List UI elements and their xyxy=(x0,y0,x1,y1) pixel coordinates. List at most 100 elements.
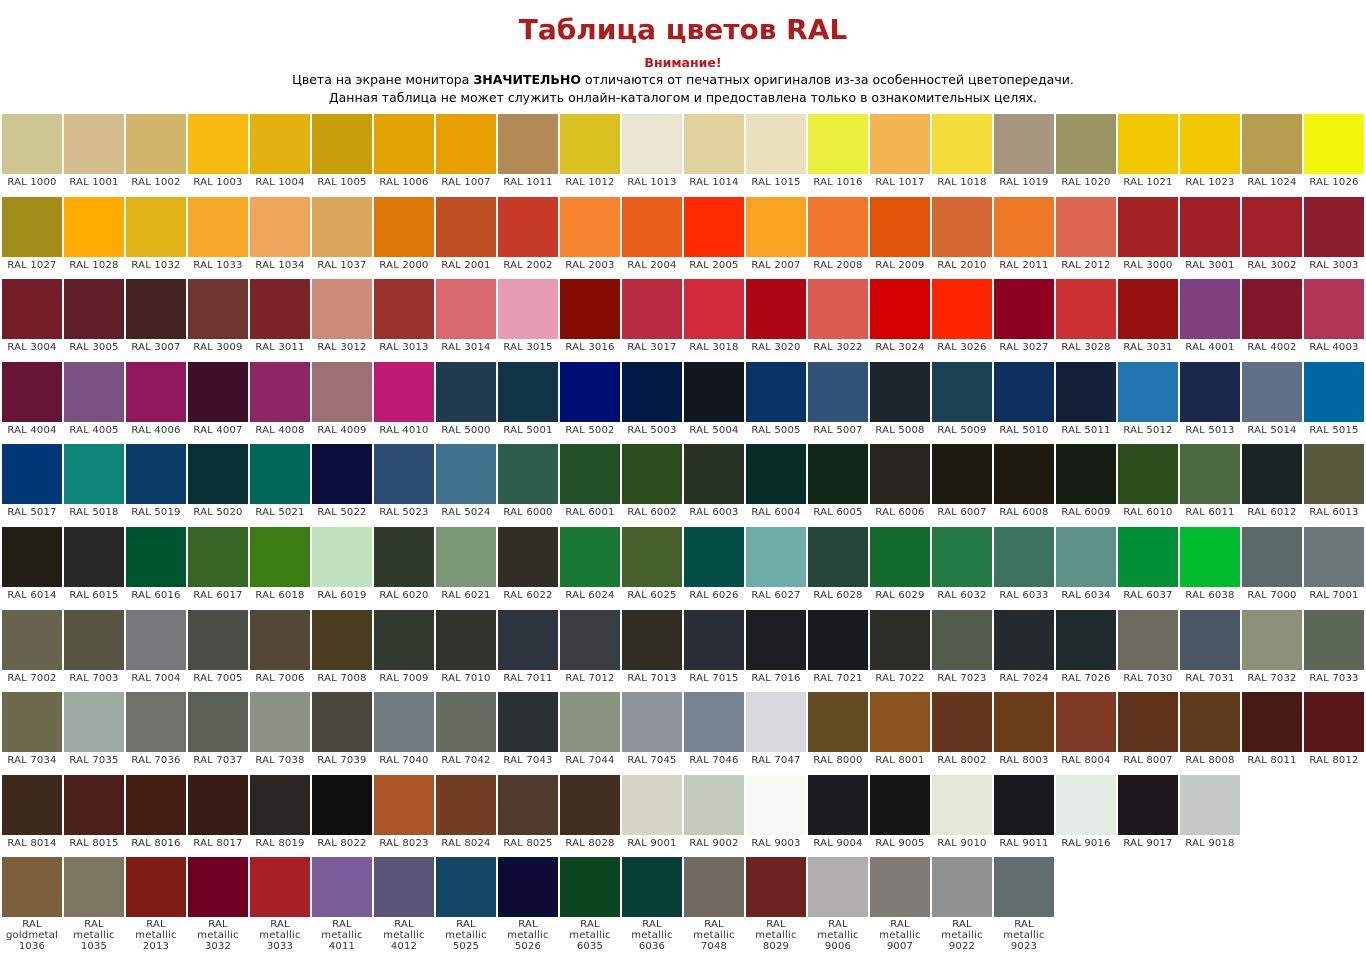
color-swatch xyxy=(932,609,992,670)
color-swatch xyxy=(1118,196,1178,257)
color-code-label: RAL 6003 xyxy=(689,507,739,519)
color-code-label: RAL 7002 xyxy=(7,672,57,684)
color-code-label: RAL 7005 xyxy=(193,672,243,684)
color-swatch xyxy=(2,361,62,422)
color-swatch-item: RAL 2009 xyxy=(870,196,930,280)
color-swatch-item: RAL 2005 xyxy=(684,196,744,280)
color-swatch-item: RAL 5019 xyxy=(126,444,186,527)
color-swatch xyxy=(312,857,372,918)
color-swatch-item: RAL 7034 xyxy=(2,692,62,775)
color-swatch-item: RAL metallic 3032 xyxy=(188,857,248,952)
color-code-label: RAL goldmetal 1036 xyxy=(5,919,59,953)
color-swatch-item: RAL 3015 xyxy=(498,279,558,362)
color-code-label: RAL 4002 xyxy=(1247,342,1297,354)
color-code-label: RAL metallic 9022 xyxy=(941,919,983,953)
color-swatch xyxy=(436,114,496,174)
color-swatch xyxy=(622,526,682,587)
color-code-label: RAL 6007 xyxy=(937,507,987,519)
color-swatch xyxy=(622,692,682,753)
color-swatch xyxy=(374,114,434,174)
color-swatch-item: RAL 9004 xyxy=(808,774,868,858)
color-swatch xyxy=(1304,609,1364,670)
color-swatch-item: RAL 4009 xyxy=(312,361,372,445)
color-swatch-item: RAL 8015 xyxy=(64,774,124,858)
color-swatch-item: RAL 1027 xyxy=(2,196,62,280)
color-code-label: RAL 2012 xyxy=(1061,259,1111,271)
color-swatch xyxy=(932,279,992,340)
color-swatch xyxy=(126,114,186,174)
color-swatch xyxy=(188,609,248,670)
color-swatch xyxy=(498,526,558,587)
color-code-label: RAL 8011 xyxy=(1247,755,1297,767)
color-swatch-item: RAL 1000 xyxy=(2,114,62,197)
color-swatch-item: RAL 5023 xyxy=(374,444,434,527)
color-code-label: RAL 1023 xyxy=(1185,177,1235,188)
color-code-label: RAL 1026 xyxy=(1309,177,1359,188)
color-swatch xyxy=(1304,526,1364,587)
color-code-label: RAL 7008 xyxy=(317,672,367,684)
color-swatch-item: RAL 6020 xyxy=(374,526,434,610)
color-code-label: RAL 6027 xyxy=(751,589,801,601)
color-swatch xyxy=(870,857,930,918)
color-code-label: RAL metallic 9023 xyxy=(1003,919,1045,953)
color-swatch xyxy=(808,444,868,505)
color-code-label: RAL 7034 xyxy=(7,755,57,767)
color-swatch xyxy=(498,692,558,753)
color-code-label: RAL 3022 xyxy=(813,342,863,354)
color-swatch xyxy=(994,361,1054,422)
color-code-label: RAL metallic 8029 xyxy=(755,919,797,953)
color-swatch xyxy=(560,692,620,753)
color-swatch-item: RAL 6009 xyxy=(1056,444,1116,527)
color-code-label: RAL 3013 xyxy=(379,342,429,354)
color-swatch xyxy=(684,526,744,587)
color-swatch xyxy=(932,444,992,505)
color-swatch-item: RAL 7030 xyxy=(1118,609,1178,693)
color-swatch xyxy=(250,609,310,670)
color-swatch xyxy=(808,857,868,918)
color-swatch-item: RAL 1026 xyxy=(1304,114,1364,197)
color-code-label: RAL metallic 3033 xyxy=(259,919,301,953)
color-swatch xyxy=(188,692,248,753)
color-swatch xyxy=(994,444,1054,505)
color-swatch-item: RAL 3014 xyxy=(436,279,496,362)
color-swatch-item: RAL 3007 xyxy=(126,279,186,362)
color-swatch xyxy=(808,361,868,422)
color-swatch xyxy=(436,857,496,918)
color-swatch-item: RAL 6032 xyxy=(932,526,992,610)
color-swatch xyxy=(994,774,1054,835)
color-swatch-item: RAL 7026 xyxy=(1056,609,1116,693)
color-swatch xyxy=(684,774,744,835)
color-swatch xyxy=(188,444,248,505)
color-swatch-item: RAL 7013 xyxy=(622,609,682,693)
color-swatch xyxy=(1056,609,1116,670)
color-swatch-item: RAL 7008 xyxy=(312,609,372,693)
color-swatch-item: RAL 7002 xyxy=(2,609,62,693)
color-code-label: RAL metallic 7048 xyxy=(693,919,735,953)
color-swatch-item: RAL 2008 xyxy=(808,196,868,280)
color-swatch-item: RAL 8028 xyxy=(560,774,620,858)
color-swatch-item: RAL 3005 xyxy=(64,279,124,362)
color-swatch-item: RAL metallic 9022 xyxy=(932,857,992,952)
color-code-label: RAL 1034 xyxy=(255,259,305,271)
color-swatch xyxy=(374,692,434,753)
color-swatch-item: RAL 4004 xyxy=(2,361,62,445)
color-code-label: RAL 6025 xyxy=(627,589,677,601)
color-code-label: RAL 7015 xyxy=(689,672,739,684)
color-code-label: RAL 3018 xyxy=(689,342,739,354)
color-swatch-item: RAL 1016 xyxy=(808,114,868,197)
color-swatch-item: RAL 5012 xyxy=(1118,361,1178,445)
color-swatch-item: RAL 8002 xyxy=(932,692,992,775)
color-swatch-item: RAL 7021 xyxy=(808,609,868,693)
color-swatch xyxy=(870,114,930,174)
color-code-label: RAL 5005 xyxy=(751,424,801,436)
color-swatch-item: RAL 1023 xyxy=(1180,114,1240,197)
color-swatch xyxy=(870,609,930,670)
color-swatch xyxy=(560,196,620,257)
color-swatch-item: RAL 1024 xyxy=(1242,114,1302,197)
color-code-label: RAL 1007 xyxy=(441,177,491,188)
color-code-label: RAL metallic 9006 xyxy=(817,919,859,953)
color-swatch xyxy=(126,361,186,422)
color-swatch xyxy=(746,609,806,670)
color-swatch-item: RAL 1028 xyxy=(64,196,124,280)
color-swatch-item: RAL 8001 xyxy=(870,692,930,775)
